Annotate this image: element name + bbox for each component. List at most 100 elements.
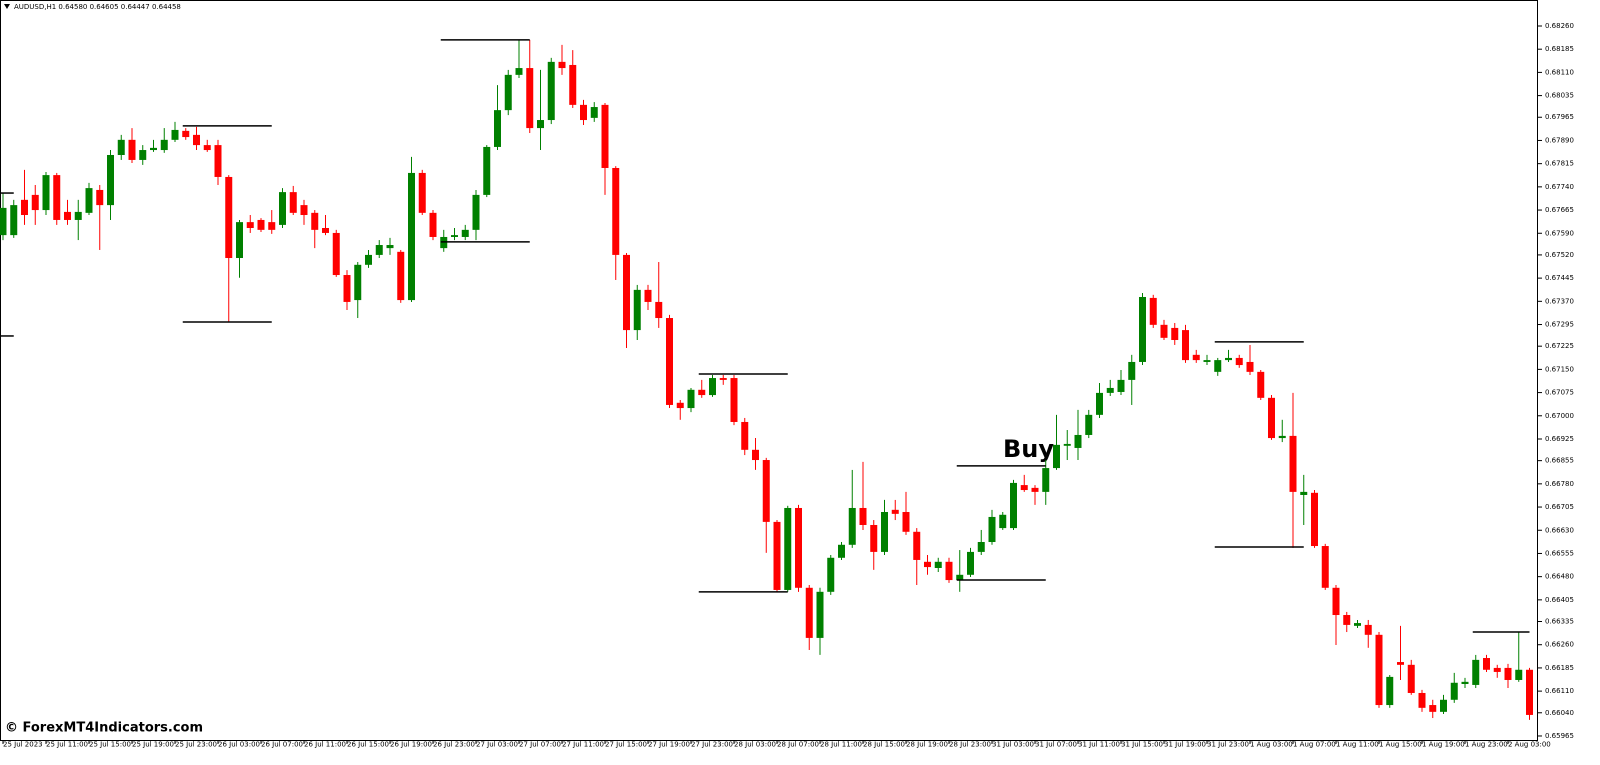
- candle-body: [666, 318, 673, 405]
- y-tick-label: 0.65965: [1545, 732, 1574, 740]
- candle-body: [601, 104, 609, 168]
- x-tick-label: 27 Jul 11:00: [562, 741, 604, 749]
- candle-body: [160, 139, 168, 151]
- candle-body: [1214, 360, 1222, 372]
- candle-body: [795, 507, 802, 588]
- candle-body: [633, 289, 641, 331]
- candle-body: [1160, 324, 1168, 338]
- x-tick-label: 26 Jul 23:00: [433, 741, 475, 749]
- candle-body: [1429, 705, 1437, 712]
- candle-body: [1192, 354, 1200, 361]
- candle-body: [182, 130, 190, 138]
- y-tick-label: 0.67590: [1545, 229, 1574, 237]
- candle-body: [687, 389, 695, 409]
- y-tick-label: 0.67445: [1545, 274, 1574, 282]
- candle-body: [526, 68, 534, 129]
- y-tick-label: 0.67665: [1545, 206, 1574, 214]
- candle-body: [891, 509, 899, 514]
- candle-body: [1526, 669, 1533, 715]
- watermark: © ForexMT4Indicators.com: [5, 721, 203, 736]
- x-tick-label: 31 Jul 03:00: [992, 741, 1034, 749]
- candle-body: [246, 222, 254, 229]
- candle-body: [1246, 361, 1254, 372]
- candle-body: [1106, 387, 1114, 393]
- x-tick-label: 25 Jul 23:00: [175, 741, 217, 749]
- candle-body: [214, 145, 222, 177]
- y-tick-label: 0.67815: [1545, 160, 1574, 168]
- candle-body: [913, 531, 921, 560]
- candle-body: [1117, 379, 1125, 392]
- candle-body: [1472, 659, 1480, 685]
- candle-body: [881, 511, 888, 552]
- x-tick-label: 26 Jul 03:00: [218, 741, 260, 749]
- candle-body: [967, 551, 974, 575]
- candle-body: [816, 591, 824, 638]
- candle-body: [53, 175, 61, 220]
- y-tick-label: 0.66780: [1545, 480, 1574, 488]
- candle-body: [741, 421, 749, 450]
- candle-body: [42, 175, 50, 211]
- y-tick-label: 0.67520: [1545, 251, 1574, 259]
- candle-body: [1407, 664, 1415, 693]
- y-tick-label: 0.66260: [1545, 641, 1574, 649]
- x-tick-label: 28 Jul 11:00: [820, 741, 862, 749]
- candle-body: [1321, 546, 1329, 588]
- x-tick-label: 26 Jul 11:00: [304, 741, 346, 749]
- x-tick-label: 1 Aug 11:00: [1336, 741, 1379, 749]
- y-tick-label: 0.66040: [1545, 709, 1574, 717]
- y-tick-label: 0.66705: [1545, 503, 1574, 511]
- candle-body: [0, 207, 7, 236]
- candle-body: [719, 378, 727, 380]
- candle-body: [1440, 699, 1447, 712]
- candle-body: [203, 145, 211, 151]
- candle-body: [1010, 482, 1017, 529]
- candle-body: [924, 561, 931, 568]
- candle-body: [1300, 491, 1308, 495]
- x-tick-label: 31 Jul 23:00: [1207, 741, 1249, 749]
- candle-body: [289, 192, 297, 213]
- candle-body: [934, 561, 942, 568]
- candle-body: [623, 254, 630, 331]
- candle-body: [139, 150, 147, 160]
- x-tick-label: 26 Jul 19:00: [390, 741, 432, 749]
- candle-body: [343, 275, 351, 302]
- x-tick-label: 31 Jul 11:00: [1078, 741, 1120, 749]
- y-tick-label: 0.66335: [1545, 618, 1574, 626]
- x-tick-label: 25 Jul 15:00: [89, 741, 131, 749]
- candle-body: [225, 176, 233, 259]
- x-tick-label: 28 Jul 03:00: [734, 741, 776, 749]
- plot-frame: [0, 0, 1538, 741]
- candle-body: [1203, 360, 1211, 362]
- candle-body: [21, 199, 28, 216]
- candle-body: [451, 235, 458, 237]
- candle-body: [375, 245, 383, 255]
- candle-body: [1418, 692, 1426, 708]
- y-tick-label: 0.66855: [1545, 457, 1574, 465]
- x-tick-label: 25 Jul 11:00: [46, 741, 88, 749]
- y-tick-label: 0.67965: [1545, 113, 1574, 121]
- candle-body: [1461, 681, 1469, 685]
- candle-body: [1311, 492, 1318, 547]
- x-tick-label: 31 Jul 19:00: [1164, 741, 1206, 749]
- candle-body: [386, 245, 394, 249]
- candle-body: [128, 139, 136, 160]
- candle-body: [848, 507, 856, 545]
- x-tick-label: 1 Aug 15:00: [1379, 741, 1422, 749]
- candle-body: [1483, 658, 1490, 670]
- candle-body: [1386, 676, 1394, 706]
- candle-body: [257, 219, 265, 230]
- y-tick-label: 0.68185: [1545, 45, 1574, 53]
- candle-body: [397, 251, 405, 301]
- y-tick-label: 0.68035: [1545, 92, 1574, 100]
- candle-body: [1289, 435, 1297, 492]
- candle-body: [150, 147, 157, 151]
- candle-body: [1225, 357, 1232, 361]
- candle-body: [354, 264, 362, 301]
- candle-body: [107, 154, 114, 206]
- candle-body: [1493, 667, 1501, 672]
- candle-body: [805, 587, 813, 638]
- y-tick-label: 0.66110: [1545, 687, 1574, 695]
- candle-body: [1450, 682, 1458, 700]
- x-tick-label: 28 Jul 07:00: [777, 741, 819, 749]
- candle-body: [171, 129, 179, 140]
